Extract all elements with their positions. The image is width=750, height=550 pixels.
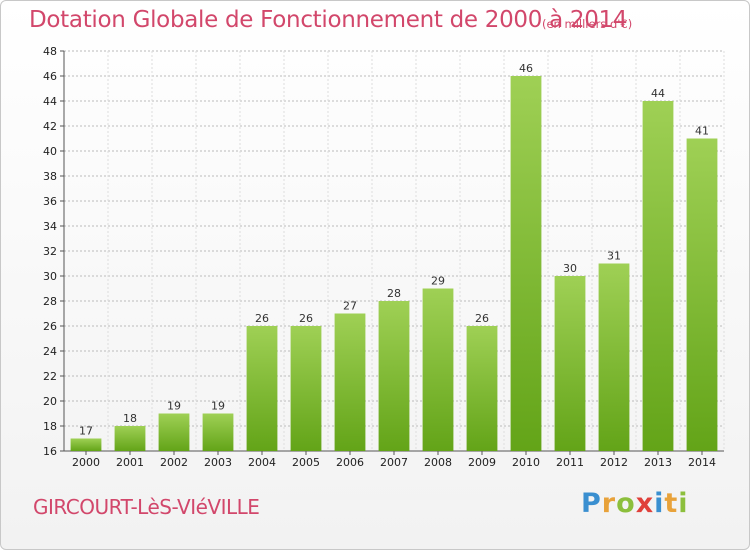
x-tick-label: 2009 <box>468 456 496 469</box>
y-tick-label: 24 <box>43 345 57 358</box>
logo-letter: i <box>654 488 665 519</box>
bar <box>70 438 102 451</box>
logo-letter: r <box>601 488 617 519</box>
logo-letter: x <box>635 488 655 519</box>
x-tick-label: 2012 <box>600 456 628 469</box>
x-tick-label: 2007 <box>380 456 408 469</box>
commune-name: GIRCOURT-LèS-VIéVILLE <box>33 495 260 519</box>
bar <box>246 326 278 451</box>
y-tick-label: 42 <box>43 120 57 133</box>
y-tick-label: 34 <box>43 220 57 233</box>
bars <box>70 76 718 451</box>
x-tick-label: 2011 <box>556 456 584 469</box>
x-tick-label: 2006 <box>336 456 364 469</box>
y-tick-label: 44 <box>43 95 57 108</box>
y-tick-label: 30 <box>43 270 57 283</box>
logo-letter: t <box>664 488 679 519</box>
y-tick-label: 18 <box>43 420 57 433</box>
data-label: 28 <box>387 287 401 300</box>
labels: 17 2000 18 2001 19 2002 19 2003 26 2004 26 2005 27 20… <box>72 62 716 469</box>
data-label: 26 <box>255 312 269 325</box>
x-tick-label: 2008 <box>424 456 452 469</box>
data-label: 26 <box>299 312 313 325</box>
y-tick-label: 46 <box>43 70 57 83</box>
y-tick-label: 32 <box>43 245 57 258</box>
data-label: 41 <box>695 125 709 138</box>
logo-letter: P <box>581 488 602 519</box>
chart-title: Dotation Globale de Fonctionnement de 20… <box>29 7 628 33</box>
x-tick-label: 2003 <box>204 456 232 469</box>
x-tick-label: 2005 <box>292 456 320 469</box>
x-tick-label: 2013 <box>644 456 672 469</box>
x-tick-label: 2004 <box>248 456 276 469</box>
bar <box>642 101 674 451</box>
data-label: 18 <box>123 412 137 425</box>
y-tick-label: 38 <box>43 170 57 183</box>
x-tick-label: 2002 <box>160 456 188 469</box>
x-tick-label: 2001 <box>116 456 144 469</box>
logo-letter: i <box>678 488 689 519</box>
bar <box>114 426 146 451</box>
x-tick-label: 2000 <box>72 456 100 469</box>
bar <box>686 138 718 451</box>
y-tick-label: 20 <box>43 395 57 408</box>
bar <box>334 313 366 451</box>
y-tick-label: 40 <box>43 145 57 158</box>
y-tick-label: 16 <box>43 445 57 458</box>
data-label: 19 <box>211 400 225 413</box>
bar <box>378 301 410 451</box>
bar <box>466 326 498 451</box>
data-label: 44 <box>651 87 665 100</box>
y-tick-label: 48 <box>43 45 57 58</box>
data-label: 19 <box>167 400 181 413</box>
bar <box>158 413 190 451</box>
data-label: 27 <box>343 300 357 313</box>
bar <box>598 263 630 451</box>
bar <box>554 276 586 451</box>
data-label: 31 <box>607 250 621 263</box>
data-label: 29 <box>431 275 445 288</box>
bar <box>290 326 322 451</box>
data-label: 17 <box>79 425 93 438</box>
data-label: 30 <box>563 262 577 275</box>
unit-label: (en milliers d'€) <box>542 17 633 31</box>
y-tick-label: 22 <box>43 370 57 383</box>
x-tick-label: 2014 <box>688 456 716 469</box>
y-tick-label: 28 <box>43 295 57 308</box>
y-tick-label: 36 <box>43 195 57 208</box>
data-label: 46 <box>519 62 533 75</box>
logo-letter: o <box>616 488 636 519</box>
x-tick-label: 2010 <box>512 456 540 469</box>
proxiti-logo[interactable]: Proxiti <box>581 488 689 519</box>
data-label: 26 <box>475 312 489 325</box>
bar <box>202 413 234 451</box>
y-tick-label: 26 <box>43 320 57 333</box>
bar <box>422 288 454 451</box>
bar <box>510 76 542 451</box>
